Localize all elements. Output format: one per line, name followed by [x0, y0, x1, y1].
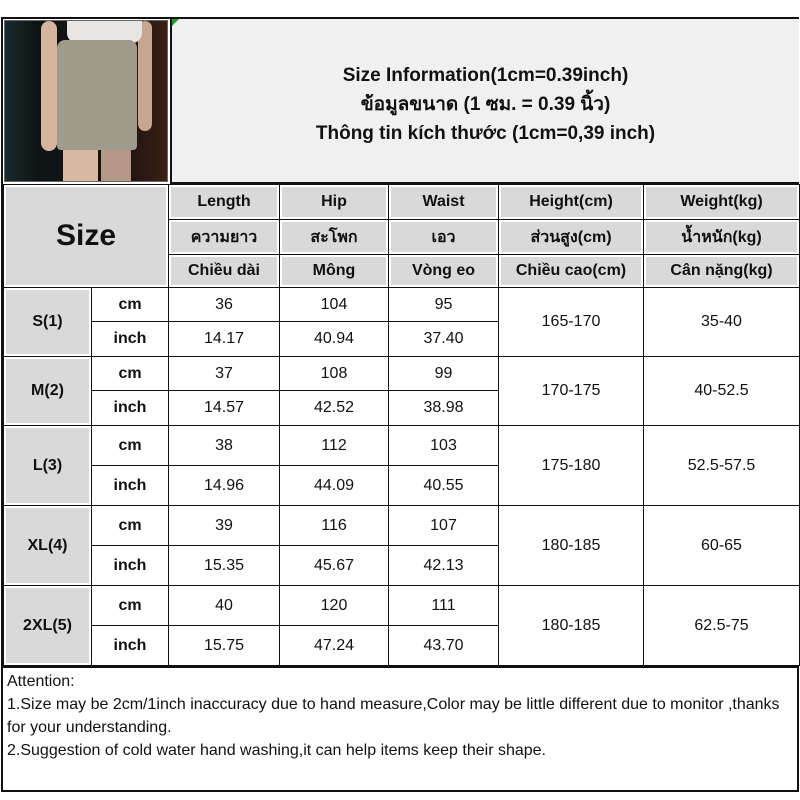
unit-cell: cm: [91, 287, 169, 322]
table-row: inch 14.17 40.94 37.40: [4, 321, 800, 357]
column-header: Waist: [388, 184, 499, 220]
attention-heading: Attention:: [7, 673, 75, 690]
column-header: Length: [168, 184, 280, 220]
value-cell: 116: [279, 505, 389, 546]
value-cell: 38.98: [388, 390, 499, 426]
column-header: Chiều cao(cm): [498, 254, 644, 288]
size-cell: 2XL(5): [3, 585, 92, 666]
size-cell: M(2): [3, 356, 92, 426]
value-cell: 40: [168, 585, 280, 626]
value-cell: 14.96: [168, 465, 280, 506]
value-cell: 38: [168, 425, 280, 466]
column-header: เอว: [388, 219, 499, 255]
height-cell: 170-175: [498, 356, 644, 426]
column-header: Vòng eo: [388, 254, 499, 288]
header-row: Size Length Hip Waist Height(cm) Weight(kg): [3, 184, 800, 288]
value-cell: 95: [388, 287, 499, 322]
weight-cell: 52.5-57.5: [643, 425, 800, 506]
weight-cell: 35-40: [643, 287, 800, 357]
unit-cell: cm: [91, 505, 169, 546]
table-row: inch 14.57 42.52 38.98: [4, 390, 800, 426]
value-cell: 42.52: [279, 390, 389, 426]
column-header: ความยาว: [168, 219, 280, 255]
value-cell: 40.94: [279, 321, 389, 357]
value-cell: 108: [279, 356, 389, 391]
weight-cell: 60-65: [643, 505, 800, 586]
table-row: inch 15.75 47.24 43.70: [4, 625, 800, 666]
table-row: M(2) cm 37 108 99 170-175 40-52.5: [3, 356, 800, 426]
value-cell: 14.17: [168, 321, 280, 357]
column-header: Chiều dài: [168, 254, 280, 288]
value-cell: 103: [388, 425, 499, 466]
size-header: Size: [3, 184, 169, 288]
unit-cell: cm: [91, 356, 169, 391]
size-cell: L(3): [3, 425, 92, 506]
value-cell: 44.09: [279, 465, 389, 506]
value-cell: 40.55: [388, 465, 499, 506]
size-cell: S(1): [3, 287, 92, 357]
size-info-header: Size Information(1cm=0.39inch) ข้อมูลขนา…: [170, 19, 799, 184]
weight-cell: 40-52.5: [643, 356, 800, 426]
attention-note: 2.Suggestion of cold water hand washing,…: [7, 742, 546, 759]
value-cell: 39: [168, 505, 280, 546]
table-row: inch 15.35 45.67 42.13: [4, 545, 800, 586]
height-cell: 180-185: [498, 505, 644, 586]
value-cell: 45.67: [279, 545, 389, 586]
value-cell: 111: [388, 585, 499, 626]
size-cell: XL(4): [3, 505, 92, 586]
value-cell: 112: [279, 425, 389, 466]
header-row: Chiều dài Mông Vòng eo Chiều cao(cm) Cân nặn…: [4, 254, 800, 288]
title-th: ข้อมูลขนาด (1 ซม. = 0.39 นิ้ว): [360, 94, 611, 115]
unit-cell: cm: [91, 585, 169, 626]
value-cell: 14.57: [168, 390, 280, 426]
unit-cell: inch: [91, 390, 169, 426]
attention-notes: Attention: 1.Size may be 2cm/1inch inacc…: [3, 666, 799, 792]
column-header: สะโพก: [279, 219, 389, 255]
value-cell: 104: [279, 287, 389, 322]
table-row: inch 14.96 44.09 40.55: [4, 465, 800, 506]
value-cell: 107: [388, 505, 499, 546]
unit-cell: inch: [91, 321, 169, 357]
title-vi: Thông tin kích thước (1cm=0,39 inch): [315, 123, 656, 144]
title-en: Size Information(1cm=0.39inch): [342, 65, 629, 86]
value-cell: 120: [279, 585, 389, 626]
table-row: XL(4) cm 39 116 107 180-185 60-65: [3, 505, 800, 586]
size-table: Size Length Hip Waist Height(cm) Weight(kg) คว…: [3, 184, 800, 666]
product-photo: [4, 20, 168, 182]
value-cell: 15.35: [168, 545, 280, 586]
value-cell: 99: [388, 356, 499, 391]
column-header: Height(cm): [498, 184, 644, 220]
column-header: Cân nặng(kg): [643, 254, 800, 288]
table-row: S(1) cm 36 104 95 165-170 35-40: [3, 287, 800, 357]
size-chart: Size Information(1cm=0.39inch) ข้อมูลขนา…: [1, 17, 800, 792]
height-cell: 165-170: [498, 287, 644, 357]
unit-cell: cm: [91, 425, 169, 466]
column-header: ส่วนสูง(cm): [498, 219, 644, 255]
column-header: Weight(kg): [643, 184, 800, 220]
value-cell: 36: [168, 287, 280, 322]
unit-cell: inch: [91, 625, 169, 666]
value-cell: 15.75: [168, 625, 280, 666]
value-cell: 43.70: [388, 625, 499, 666]
header-row: ความยาว สะโพก เอว ส่วนสูง(cm) น้ำหนัก(kg): [4, 219, 800, 255]
column-header: Mông: [279, 254, 389, 288]
value-cell: 47.24: [279, 625, 389, 666]
column-header: Hip: [279, 184, 389, 220]
column-header: น้ำหนัก(kg): [643, 219, 800, 255]
table-row: L(3) cm 38 112 103 175-180 52.5-57.5: [3, 425, 800, 506]
value-cell: 42.13: [388, 545, 499, 586]
attention-note: 1.Size may be 2cm/1inch inaccuracy due t…: [7, 696, 780, 736]
unit-cell: inch: [91, 545, 169, 586]
table-row: 2XL(5) cm 40 120 111 180-185 62.5-75: [3, 585, 800, 666]
height-cell: 175-180: [498, 425, 644, 506]
value-cell: 37: [168, 356, 280, 391]
weight-cell: 62.5-75: [643, 585, 800, 666]
unit-cell: inch: [91, 465, 169, 506]
height-cell: 180-185: [498, 585, 644, 666]
value-cell: 37.40: [388, 321, 499, 357]
